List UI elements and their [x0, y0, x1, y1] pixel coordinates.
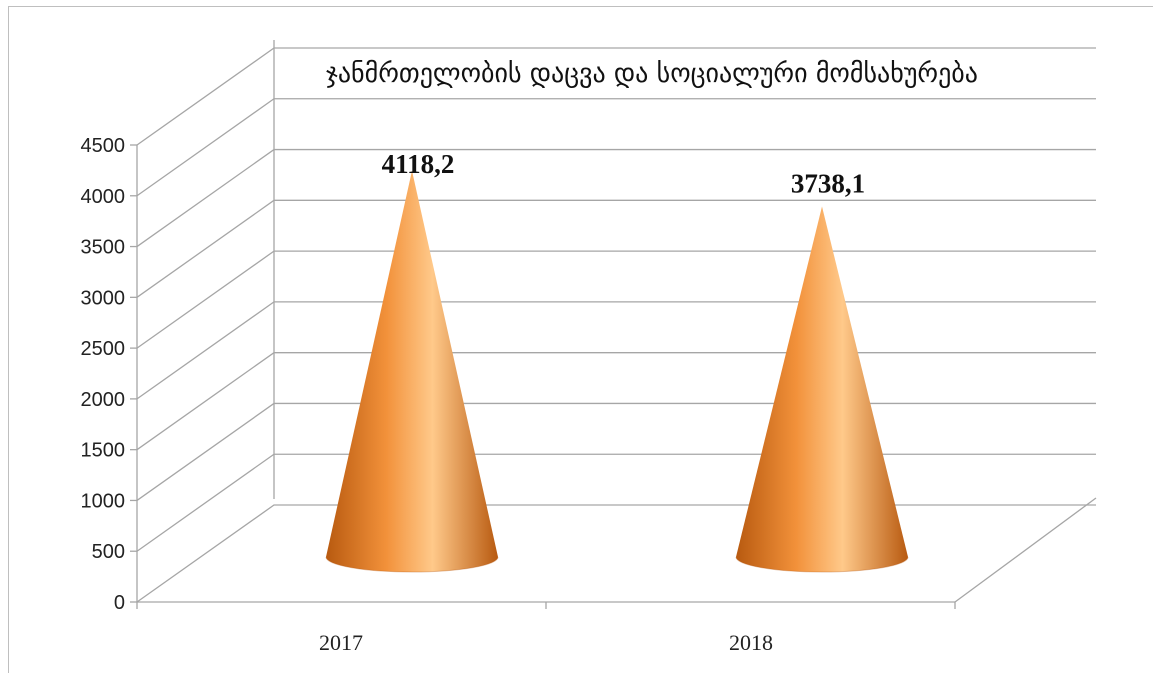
gridlines [130, 47, 1096, 603]
y-tick-label: 1000 [81, 490, 126, 512]
gridline [136, 47, 1096, 146]
y-tick-label: 2500 [81, 338, 126, 360]
gridline [136, 352, 1096, 451]
floor-edge [954, 497, 1097, 603]
y-axis-ticks: 0 500 1000 1500 2000 2500 3000 3500 4000 4500 [81, 135, 126, 614]
gridline [136, 504, 1096, 603]
category-label-2018: 2018 [729, 630, 773, 655]
data-label-2018: 3738,1 [791, 168, 865, 198]
category-label-2017: 2017 [319, 630, 363, 655]
gridline [136, 301, 1096, 400]
y-tick-label: 3500 [81, 237, 126, 259]
y-tick-label: 2000 [81, 389, 126, 411]
gridline [136, 98, 1096, 197]
y-tick-label: 500 [92, 541, 125, 563]
cone-body [736, 206, 908, 573]
cone-2018 [735, 206, 909, 573]
cone-base-rim [325, 556, 499, 573]
gridline [136, 148, 1096, 248]
chart-frame [8, 6, 1153, 673]
cone-base-rim [735, 556, 909, 573]
chart-title: ჯანმრთელობის დაცვა და სოციალური მომსახურ… [326, 59, 978, 89]
cone-series [325, 170, 909, 573]
y-tick-label: 4500 [81, 135, 126, 157]
y-tick-label: 1500 [81, 440, 126, 462]
chart-walls [136, 40, 1097, 609]
y-tick-label: 3000 [81, 287, 126, 309]
gridline [136, 453, 1096, 552]
data-label-2017: 4118,2 [382, 149, 455, 179]
x-axis-categories: 2017 2018 [319, 630, 773, 655]
y-tick-label: 0 [114, 592, 125, 614]
y-tick-label: 4000 [81, 186, 126, 208]
gridline [136, 199, 1096, 298]
data-labels: 4118,2 3738,1 [382, 149, 866, 199]
cone-2017 [325, 170, 499, 573]
gridline [136, 402, 1096, 501]
cone-body [326, 170, 498, 572]
gridline [136, 250, 1096, 349]
